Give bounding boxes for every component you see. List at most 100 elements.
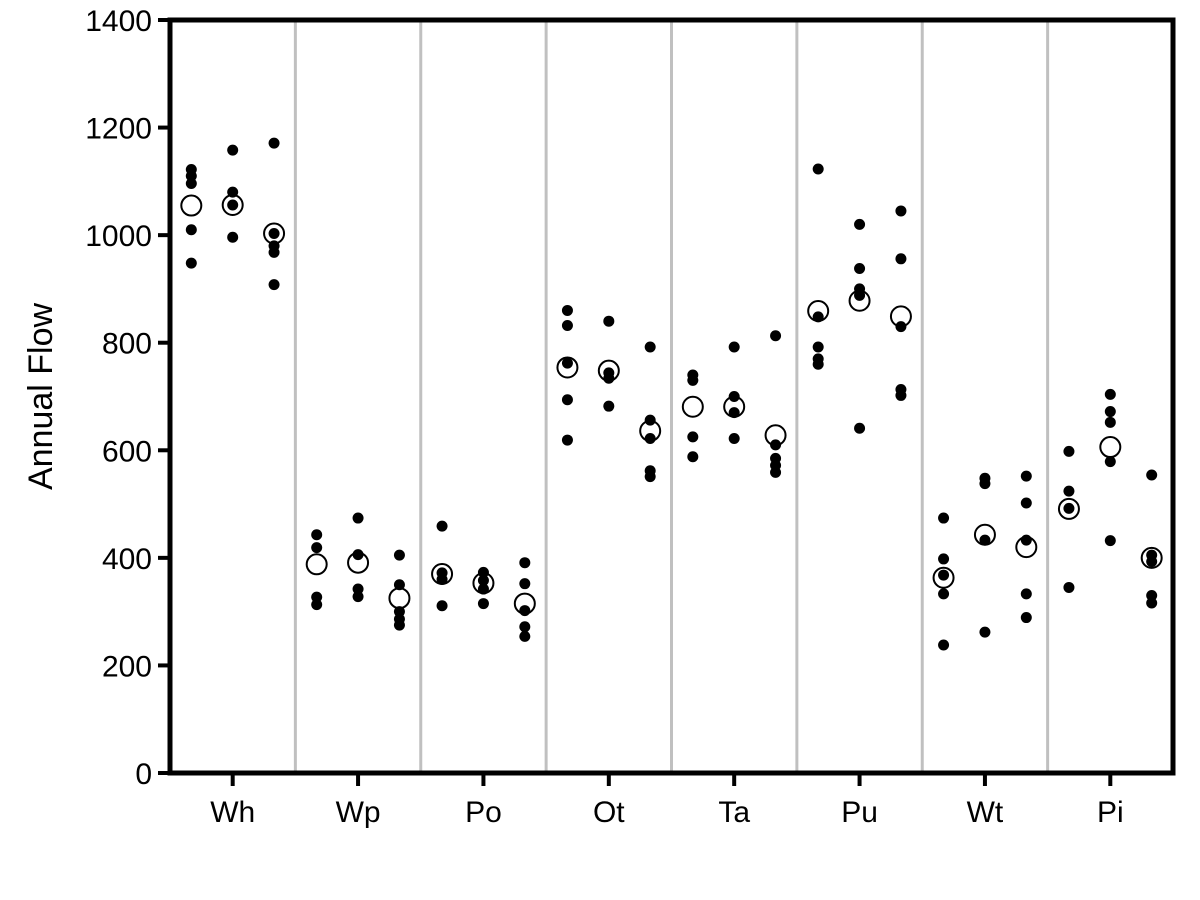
data-point [1104, 406, 1116, 418]
data-point [1104, 535, 1116, 547]
data-point [561, 304, 573, 316]
data-point [393, 606, 405, 618]
x-tick-label: Wp [336, 796, 381, 829]
data-point [687, 431, 699, 443]
data-point [644, 341, 656, 353]
x-tick-label: Po [465, 796, 502, 829]
data-point [1020, 588, 1032, 600]
data-point [603, 315, 615, 327]
mean-marker [556, 356, 579, 379]
mean-marker [431, 562, 454, 585]
y-tick-label: 1000 [85, 220, 152, 253]
mean-marker [889, 305, 912, 328]
data-point [185, 178, 197, 190]
mean-marker [681, 395, 704, 418]
data-point [268, 137, 280, 149]
data-point [895, 389, 907, 401]
mean-marker [973, 523, 996, 546]
y-tick-label: 800 [102, 328, 152, 361]
data-point [938, 639, 950, 651]
mean-markers [180, 194, 1163, 615]
data-point [519, 578, 531, 590]
data-point [728, 432, 740, 444]
mean-marker [639, 419, 662, 442]
x-tick-label: Ot [593, 796, 625, 829]
data-point [185, 224, 197, 236]
data-point [1104, 388, 1116, 400]
data-point [519, 621, 531, 633]
data-point [812, 341, 824, 353]
data-point [436, 520, 448, 532]
mean-marker [263, 222, 286, 245]
data-point [561, 394, 573, 406]
mean-marker [472, 572, 495, 595]
y-axis-labels: 0 200 400 600 800 1000 1200 1400 [85, 5, 152, 791]
data-point [895, 253, 907, 265]
data-point [268, 228, 280, 240]
data-point [352, 549, 364, 561]
mean-marker [221, 194, 244, 217]
data-point [1063, 445, 1075, 457]
y-tick-label: 600 [102, 435, 152, 468]
data-point [644, 471, 656, 483]
mean-marker [1015, 536, 1038, 559]
mean-marker [932, 566, 955, 589]
data-point [519, 557, 531, 569]
data-point [227, 144, 239, 156]
mean-marker [180, 194, 203, 217]
data-point [311, 542, 323, 554]
data-point [979, 478, 991, 490]
data-point [728, 341, 740, 353]
data-point [812, 358, 824, 370]
data-point [352, 512, 364, 524]
data-point [227, 199, 239, 211]
x-axis-labels: Wh Wp Po Ot Ta Pu Wt Pi [210, 796, 1123, 829]
mean-marker [764, 424, 787, 447]
data-point [1146, 469, 1158, 481]
data-point [1063, 485, 1075, 497]
data-point [352, 583, 364, 595]
data-point [895, 205, 907, 217]
data-point [687, 374, 699, 386]
data-point [268, 279, 280, 291]
mean-marker [1057, 497, 1080, 520]
mean-marker [388, 587, 411, 610]
data-point [938, 512, 950, 524]
data-point [854, 422, 866, 434]
data-point [1063, 581, 1075, 593]
data-point [938, 588, 950, 600]
mean-marker [848, 289, 871, 312]
data-point [938, 569, 950, 581]
data-point [393, 549, 405, 561]
mean-marker [807, 299, 830, 322]
data-point [436, 600, 448, 612]
y-tick-label: 400 [102, 543, 152, 576]
data-point [1146, 590, 1158, 602]
data-point [644, 432, 656, 444]
data-point [477, 598, 489, 610]
data-point [1146, 556, 1158, 568]
data-point [185, 170, 197, 182]
data-point [938, 553, 950, 565]
data-point [603, 400, 615, 412]
data-point [770, 330, 782, 342]
data-point [1020, 612, 1032, 624]
data-point [227, 231, 239, 243]
y-tick-label: 1400 [85, 5, 152, 38]
data-point [812, 163, 824, 175]
mean-marker [1099, 436, 1122, 459]
mean-marker [347, 551, 370, 574]
data-point [185, 257, 197, 269]
data-point [854, 218, 866, 230]
data-point [561, 357, 573, 369]
data-point [311, 591, 323, 603]
mean-marker [1140, 546, 1163, 569]
data-point [1020, 470, 1032, 482]
data-point [311, 599, 323, 611]
x-tick-label: Pi [1097, 796, 1124, 829]
data-point [770, 466, 782, 478]
x-tick-label: Wh [210, 796, 255, 829]
data-point [1063, 502, 1075, 514]
mean-marker [305, 553, 328, 576]
